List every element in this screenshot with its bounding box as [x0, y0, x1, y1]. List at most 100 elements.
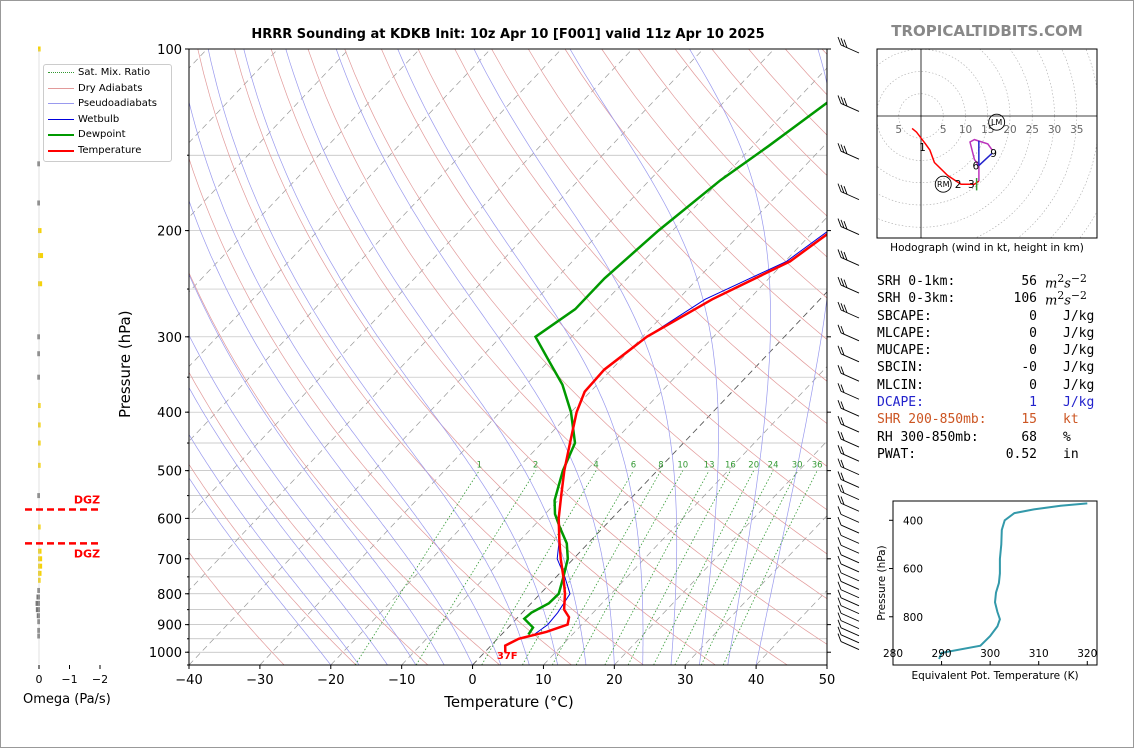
barb-staff [841, 545, 859, 553]
hodo-ring-label: 5 [940, 124, 947, 136]
barb-staff [841, 525, 859, 533]
x-tick-label: 50 [819, 673, 836, 688]
omega-bar [37, 351, 40, 356]
wind-barb [838, 346, 859, 362]
surface-temp-label: 37F [497, 651, 518, 662]
x-tick-label: −30 [246, 673, 273, 688]
barb-flag [838, 95, 841, 103]
legend-swatch [48, 88, 74, 89]
hodo-ring-label: 5 [895, 124, 902, 136]
x-tick-label: −20 [317, 673, 344, 688]
mixing-ratio-line [552, 471, 661, 665]
barb-flag [838, 547, 841, 555]
stat-unit: J/kg [1063, 342, 1094, 359]
barb-staff [841, 555, 859, 563]
wind-barb [838, 527, 859, 543]
stat-key: SHR 200-850mb: [877, 411, 987, 428]
barb-flag [838, 302, 841, 310]
hodo-height-label: 3 [968, 179, 975, 191]
omega-tick-label: −1 [61, 673, 77, 686]
mixing-ratio-line [522, 471, 633, 665]
omega-bar [37, 613, 40, 618]
legend-label: Dewpoint [78, 129, 126, 140]
hodo-height-label: 9 [990, 148, 997, 160]
x-tick-label: 20 [606, 673, 623, 688]
legend-swatch [48, 103, 74, 104]
dgz-label: DGZ [74, 494, 100, 507]
y-tick-label: 300 [157, 331, 182, 346]
stat-key: DCAPE: [877, 394, 924, 411]
barb-flag [838, 184, 841, 192]
stat-value: 106 [1014, 290, 1037, 307]
mixing-ratio-label: 2 [533, 461, 538, 471]
x-tick-label: 30 [677, 673, 694, 688]
barb-flag [838, 613, 841, 621]
legend-item: Sat. Mix. Ratio [44, 65, 171, 81]
y-tick-label: 800 [157, 588, 182, 603]
hodo-height-label: 6 [973, 161, 980, 173]
mixing-ratio-line [576, 471, 683, 665]
barb-staff [841, 621, 859, 629]
omega-tick-label: −2 [92, 673, 108, 686]
omega-bar [37, 634, 40, 639]
omega-bar [37, 619, 40, 624]
theta-y-tick-label: 400 [903, 515, 923, 527]
barb-flag [838, 277, 841, 285]
legend-swatch [48, 150, 74, 152]
stat-unit: J/kg [1063, 377, 1094, 394]
omega-bar [38, 571, 42, 576]
wind-barb [838, 383, 859, 399]
x-tick-label: −10 [388, 673, 415, 688]
stat-key: SBCAPE: [877, 308, 932, 325]
stat-key: SRH 0-3km: [877, 290, 955, 307]
barb-flag [838, 620, 841, 628]
mixing-ratio-label: 16 [725, 461, 736, 471]
x-tick-label: 40 [748, 673, 765, 688]
legend: Sat. Mix. Ratio Dry Adiabats Pseudoadiabat… [43, 64, 172, 162]
wind-barb [838, 582, 859, 598]
wind-barb [838, 277, 859, 293]
stat-key: MUCAPE: [877, 342, 932, 359]
stat-value: 15 [1021, 411, 1037, 428]
barb-flag [838, 565, 841, 573]
wind-barb [838, 605, 859, 621]
wind-barb [838, 537, 859, 553]
pseudoadiabat [127, 49, 444, 665]
mixing-ratio-label: 30 [792, 461, 803, 471]
theta-y-tick-label: 800 [903, 612, 923, 624]
wind-barb [838, 365, 859, 381]
wind-barb [838, 459, 859, 475]
stat-value: 0 [1029, 325, 1037, 342]
barb-flag [838, 590, 841, 598]
stat-key: MLCIN: [877, 377, 924, 394]
stat-key: SRH 0-1km: [877, 273, 955, 290]
barb-flag [838, 346, 841, 354]
mixing-ratio-line [654, 471, 754, 665]
mixing-ratio-label: 13 [704, 461, 715, 471]
stat-value: 0 [1029, 308, 1037, 325]
mixing-ratio-line [675, 471, 773, 665]
hodo-height-label: 2 [955, 179, 962, 191]
omega-bar [38, 281, 42, 286]
barb-flag [838, 365, 841, 373]
pseudoadiabat [756, 49, 836, 665]
wind-barb [838, 416, 859, 432]
legend-label: Pseudoadiabats [78, 98, 157, 109]
barb-flag [838, 325, 841, 333]
barb-staff [841, 573, 859, 581]
mixing-ratio-label: 6 [631, 461, 636, 471]
barb-flag [838, 573, 841, 581]
dewpoint-line [524, 49, 905, 635]
isotherm [189, 49, 774, 665]
legend-label: Dry Adiabats [78, 83, 142, 94]
omega-bar [38, 578, 41, 583]
omega-bar [37, 493, 40, 498]
omega-bar [38, 556, 42, 561]
y-tick-label: 1000 [149, 646, 182, 661]
pseudoadiabat [336, 49, 614, 665]
legend-item: Pseudoadiabats [44, 96, 171, 112]
stat-unit: J/kg [1063, 359, 1094, 376]
barb-flag [838, 459, 841, 467]
